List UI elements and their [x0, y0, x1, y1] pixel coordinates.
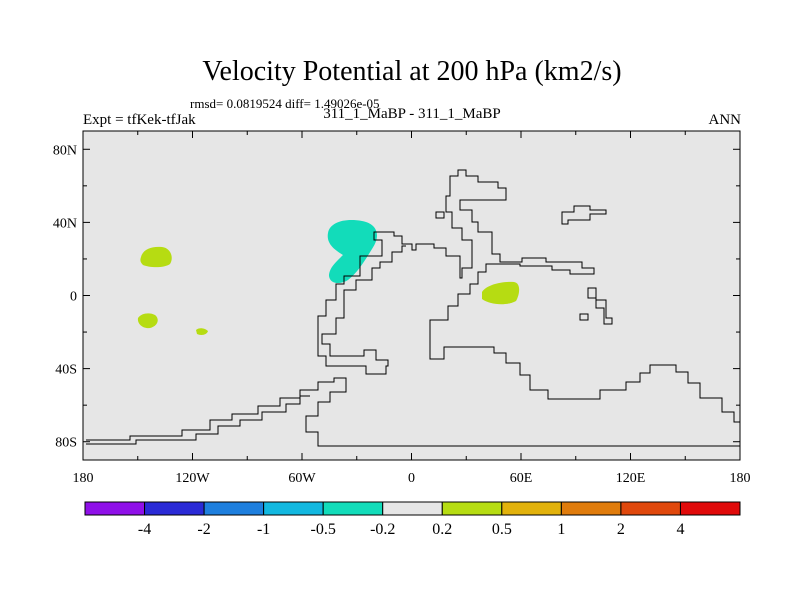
colorbar-label: 1	[557, 521, 565, 538]
colorbar-swatch	[620, 501, 681, 516]
y-tick-label: 0	[70, 290, 77, 305]
x-tick-label: 0	[408, 471, 415, 486]
coastline-south-shelf	[86, 395, 310, 445]
colorbar-swatch	[560, 501, 622, 516]
colorbar-label: -2	[197, 521, 210, 538]
colorbar-swatch	[441, 501, 503, 516]
colorbar-swatch	[263, 501, 324, 516]
x-axis: 180 120W 60W 0 60E 120E 180	[73, 131, 751, 486]
x-tick-label: 180	[73, 471, 94, 486]
x-tick-label: 120W	[175, 471, 210, 486]
x-tick-label: 120E	[616, 471, 646, 486]
y-tick-label: 40N	[53, 216, 77, 231]
x-tick-label: 180	[730, 471, 751, 486]
colorbar-swatch	[84, 501, 146, 516]
colorbar-label: -4	[138, 521, 151, 538]
y-tick-label: 80S	[55, 436, 77, 451]
right-label: ANN	[709, 112, 742, 128]
colorbar: -4 -2 -1 -0.5 -0.2 0.2 0.5 1 2 4	[84, 501, 741, 538]
colorbar-label: -0.2	[370, 521, 395, 538]
x-tick-label: 60W	[288, 471, 316, 486]
colorbar-label: -0.5	[311, 521, 336, 538]
colorbar-label: 4	[676, 521, 684, 538]
region-pacific-southeast-positive	[196, 328, 208, 335]
coastline-americas	[317, 169, 741, 446]
coastline-asia-north	[561, 205, 607, 225]
region-pacific-north-positive	[140, 246, 172, 268]
colorbar-label: 2	[617, 521, 625, 538]
y-tick-label: 40S	[55, 363, 77, 378]
coastline-europe-north	[435, 211, 445, 219]
coastline-maritime	[587, 287, 613, 325]
y-axis: 80N 40N 0 40S 80S	[53, 143, 740, 451]
region-indian-positive	[482, 281, 520, 305]
chart-subtitle: rmsd= 0.0819524 diff= 1.49026e-05	[190, 96, 380, 111]
colorbar-swatch	[382, 501, 443, 516]
coastline-antarctica	[86, 377, 740, 447]
colorbar-swatch	[679, 501, 741, 516]
plot-background	[83, 131, 740, 460]
colorbar-swatch	[501, 501, 562, 516]
anomaly-regions	[137, 220, 520, 335]
left-label: Expt = tfKek-tfJak	[83, 112, 196, 128]
colorbar-swatch	[203, 501, 265, 516]
center-label: 311_1_MaBP - 311_1_MaBP	[323, 106, 501, 122]
region-pacific-south-positive	[137, 313, 158, 329]
coastline-island	[579, 313, 589, 321]
chart-title: Velocity Potential at 200 hPa (km2/s)	[202, 56, 621, 87]
x-tick-label: 60E	[510, 471, 533, 486]
coastlines	[86, 169, 741, 447]
colorbar-swatch	[144, 501, 205, 516]
colorbar-label: 0.5	[492, 521, 512, 538]
colorbar-swatch	[322, 501, 384, 516]
colorbar-label: -1	[257, 521, 270, 538]
y-tick-label: 80N	[53, 143, 77, 158]
colorbar-label: 0.2	[432, 521, 452, 538]
region-atlantic-negative	[327, 220, 378, 284]
